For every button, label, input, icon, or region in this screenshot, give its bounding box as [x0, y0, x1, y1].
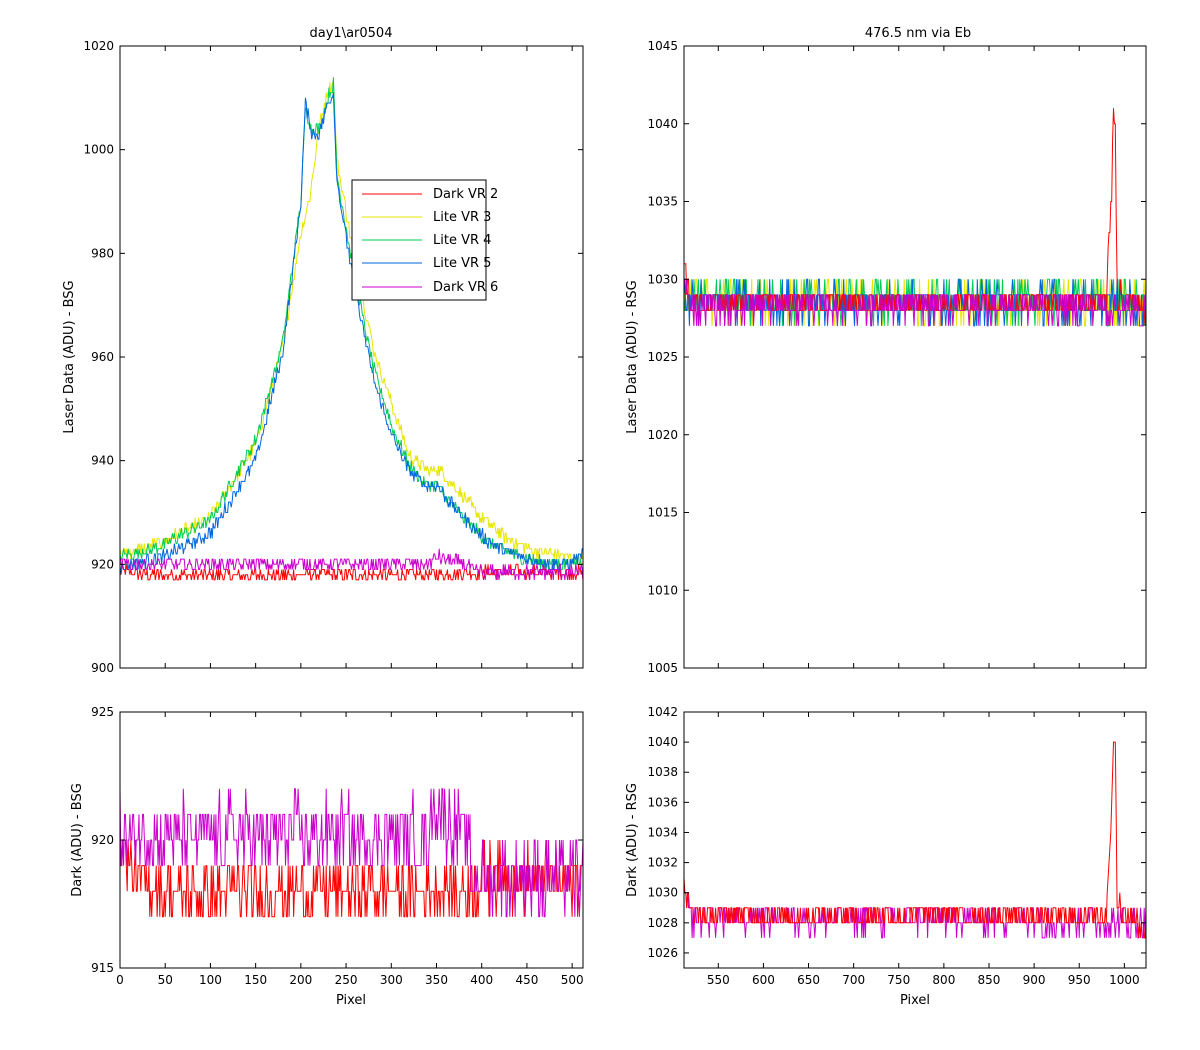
- axes-bottom-right: Dark (ADU) - RSG Pixel 1026 1028 1030 1032 1…: [625, 705, 1147, 1008]
- xtick-label: 400: [470, 973, 493, 987]
- xtick-label: 550: [707, 973, 730, 987]
- ytick-label: 1032: [647, 856, 678, 870]
- legend-label-dark-vr-6: Dark VR 6: [433, 280, 498, 295]
- ytick-label: 1038: [647, 765, 678, 779]
- xtick-label: 750: [887, 973, 910, 987]
- ytick-label: 915: [91, 961, 114, 975]
- axes-top-right: 476.5 nm via Eb Laser Data (ADU) - RSG 1…: [625, 26, 1147, 675]
- series-line-dark-vr-6: [120, 788, 583, 918]
- legend-label-dark-vr-2: Dark VR 2: [433, 187, 498, 202]
- ytick-label: 925: [91, 705, 114, 719]
- ytick-label: 1010: [647, 583, 678, 597]
- series-group-top-right: [684, 108, 1146, 327]
- xtick-label: 350: [425, 973, 448, 987]
- axes-bottom-left-ylabel: Dark (ADU) - BSG: [70, 783, 85, 897]
- xtick-label: 250: [335, 973, 358, 987]
- ytick-label: 1028: [647, 916, 678, 930]
- ytick-label: 1045: [647, 39, 678, 53]
- series-line-dark-vr-6: [684, 278, 1146, 327]
- axes-top-right-title: 476.5 nm via Eb: [865, 26, 971, 41]
- ytick-label: 1030: [647, 272, 678, 286]
- xtick-label: 150: [244, 973, 267, 987]
- ytick-label: 1020: [83, 39, 114, 53]
- ytick-label: 920: [91, 833, 114, 847]
- xtick-label: 650: [797, 973, 820, 987]
- ytick-label: 1015: [647, 506, 678, 520]
- xtick-label: 850: [978, 973, 1001, 987]
- series-group-bottom-left: [120, 788, 583, 918]
- axes-bottom-left-xlabel: Pixel: [336, 993, 366, 1008]
- axes-frame-bottom-right: [683, 711, 1147, 969]
- xtick-label: 450: [515, 973, 538, 987]
- xtick-label: 1000: [1109, 973, 1140, 987]
- ytick-label: 1000: [83, 143, 114, 157]
- legend-label-lite-vr-3: Lite VR 3: [433, 210, 491, 225]
- xtick-label: 100: [199, 973, 222, 987]
- ytick-label: 1040: [647, 735, 678, 749]
- axes-bottom-left: Dark (ADU) - BSG Pixel 915 920 925 0 50 100 15…: [70, 705, 584, 1008]
- series-line-dark-vr-2: [684, 741, 1146, 939]
- plot-area-top-left: [120, 46, 583, 668]
- ytick-label: 1025: [647, 350, 678, 364]
- axes-top-left-title: day1\ar0504: [310, 26, 393, 41]
- axes-bottom-right-xlabel: Pixel: [900, 993, 930, 1008]
- ytick-label: 1035: [647, 195, 678, 209]
- ytick-label: 1042: [647, 705, 678, 719]
- ytick-label: 940: [91, 454, 114, 468]
- ytick-label: 1034: [647, 825, 678, 839]
- ytick-label: 1030: [647, 886, 678, 900]
- xtick-label: 500: [561, 973, 584, 987]
- xtick-label: 200: [289, 973, 312, 987]
- legend-label-lite-vr-4: Lite VR 4: [433, 233, 491, 248]
- axes-top-left: day1\ar0504 Laser Data (ADU) - BSG 900 92…: [62, 26, 584, 675]
- ytick-label: 1005: [647, 661, 678, 675]
- xtick-label: 300: [380, 973, 403, 987]
- series-line-dark-vr-6: [684, 892, 1146, 939]
- axes-top-right-ylabel: Laser Data (ADU) - RSG: [625, 280, 640, 434]
- ytick-label: 1020: [647, 428, 678, 442]
- ytick-label: 1026: [647, 946, 678, 960]
- xtick-label: 0: [116, 973, 124, 987]
- axes-bottom-right-ylabel: Dark (ADU) - RSG: [625, 783, 640, 897]
- xtick-label: 800: [932, 973, 955, 987]
- xtick-label: 700: [842, 973, 865, 987]
- plot-area-top-right: [684, 46, 1146, 668]
- ytick-label: 980: [91, 246, 114, 260]
- ytick-label: 920: [91, 557, 114, 571]
- ytick-label: 960: [91, 350, 114, 364]
- axes-top-left-ylabel: Laser Data (ADU) - BSG: [62, 280, 77, 433]
- series-group-bottom-right: [684, 741, 1146, 939]
- ytick-label: 900: [91, 661, 114, 675]
- xtick-label: 900: [1023, 973, 1046, 987]
- legend: Dark VR 2 Lite VR 3 Lite VR 4 Lite VR 5 …: [351, 179, 498, 301]
- series-line-dark-vr-6: [120, 548, 583, 580]
- ytick-label: 1036: [647, 795, 678, 809]
- legend-label-lite-vr-5: Lite VR 5: [433, 256, 491, 271]
- xtick-label: 50: [158, 973, 173, 987]
- xtick-label: 600: [752, 973, 775, 987]
- xtick-label: 950: [1068, 973, 1091, 987]
- ytick-label: 1040: [647, 117, 678, 131]
